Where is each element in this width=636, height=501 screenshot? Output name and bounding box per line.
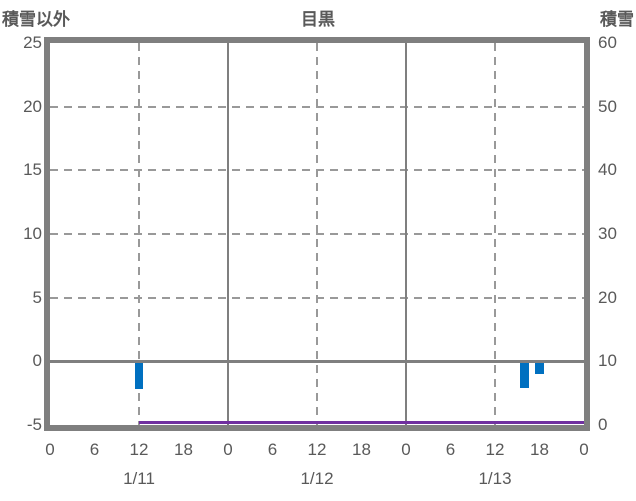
x-axis-hour-tick: 12	[129, 440, 149, 459]
x-axis-hour-tick: 6	[267, 440, 278, 459]
chart-title: 目黒	[301, 10, 335, 29]
left-axis-tick: 5	[32, 287, 42, 307]
precip-bar	[520, 361, 530, 389]
right-axis-tick: 50	[598, 96, 617, 116]
left-axis-title: 積雪以外	[2, 10, 70, 29]
gridline-noon	[494, 43, 496, 425]
x-axis-day-label: 1/12	[300, 469, 334, 488]
right-axis-tick: 30	[598, 224, 617, 243]
gridline-day-boundary	[405, 43, 407, 425]
right-axis-tick: 0	[598, 415, 608, 434]
x-axis-hour-tick: 18	[174, 440, 193, 459]
x-axis-hour-tick: 18	[352, 440, 371, 459]
x-axis-hour-tick: 6	[445, 440, 456, 459]
left-axis-tick: 10	[23, 224, 42, 243]
right-axis-tick: 20	[598, 287, 617, 307]
right-axis-tick: 60	[598, 33, 617, 52]
left-axis-tick: 0	[32, 351, 42, 371]
x-axis-hour-tick: 0	[401, 440, 411, 459]
x-axis-day-label: 1/13	[478, 469, 512, 488]
gridline-day-boundary	[227, 43, 229, 425]
x-axis-day-label: 1/11	[123, 469, 155, 488]
left-axis-tick: 15	[23, 160, 42, 180]
x-axis-hour-tick: 0	[45, 440, 55, 459]
right-axis-tick: 10	[598, 351, 617, 371]
right-axis-title: 積雪	[600, 10, 634, 29]
zero-line	[50, 359, 584, 363]
precip-bar	[134, 361, 144, 390]
x-axis-hour-tick: 0	[223, 440, 233, 459]
left-axis-tick: 25	[23, 33, 42, 52]
x-axis-hour-tick: 12	[307, 440, 327, 459]
left-axis-tick: -5	[26, 415, 42, 434]
right-axis-tick: 40	[598, 160, 617, 180]
x-axis-hour-tick: 12	[485, 440, 505, 459]
gridline-noon	[138, 43, 140, 425]
gridline-noon	[316, 43, 318, 425]
x-axis-hour-tick: 18	[530, 440, 549, 459]
snow-depth-line	[139, 421, 584, 424]
left-axis-tick: 20	[23, 96, 42, 116]
x-axis-hour-tick: 0	[579, 440, 589, 459]
x-axis-hour-tick: 6	[89, 440, 100, 459]
precip-bar	[535, 361, 544, 375]
